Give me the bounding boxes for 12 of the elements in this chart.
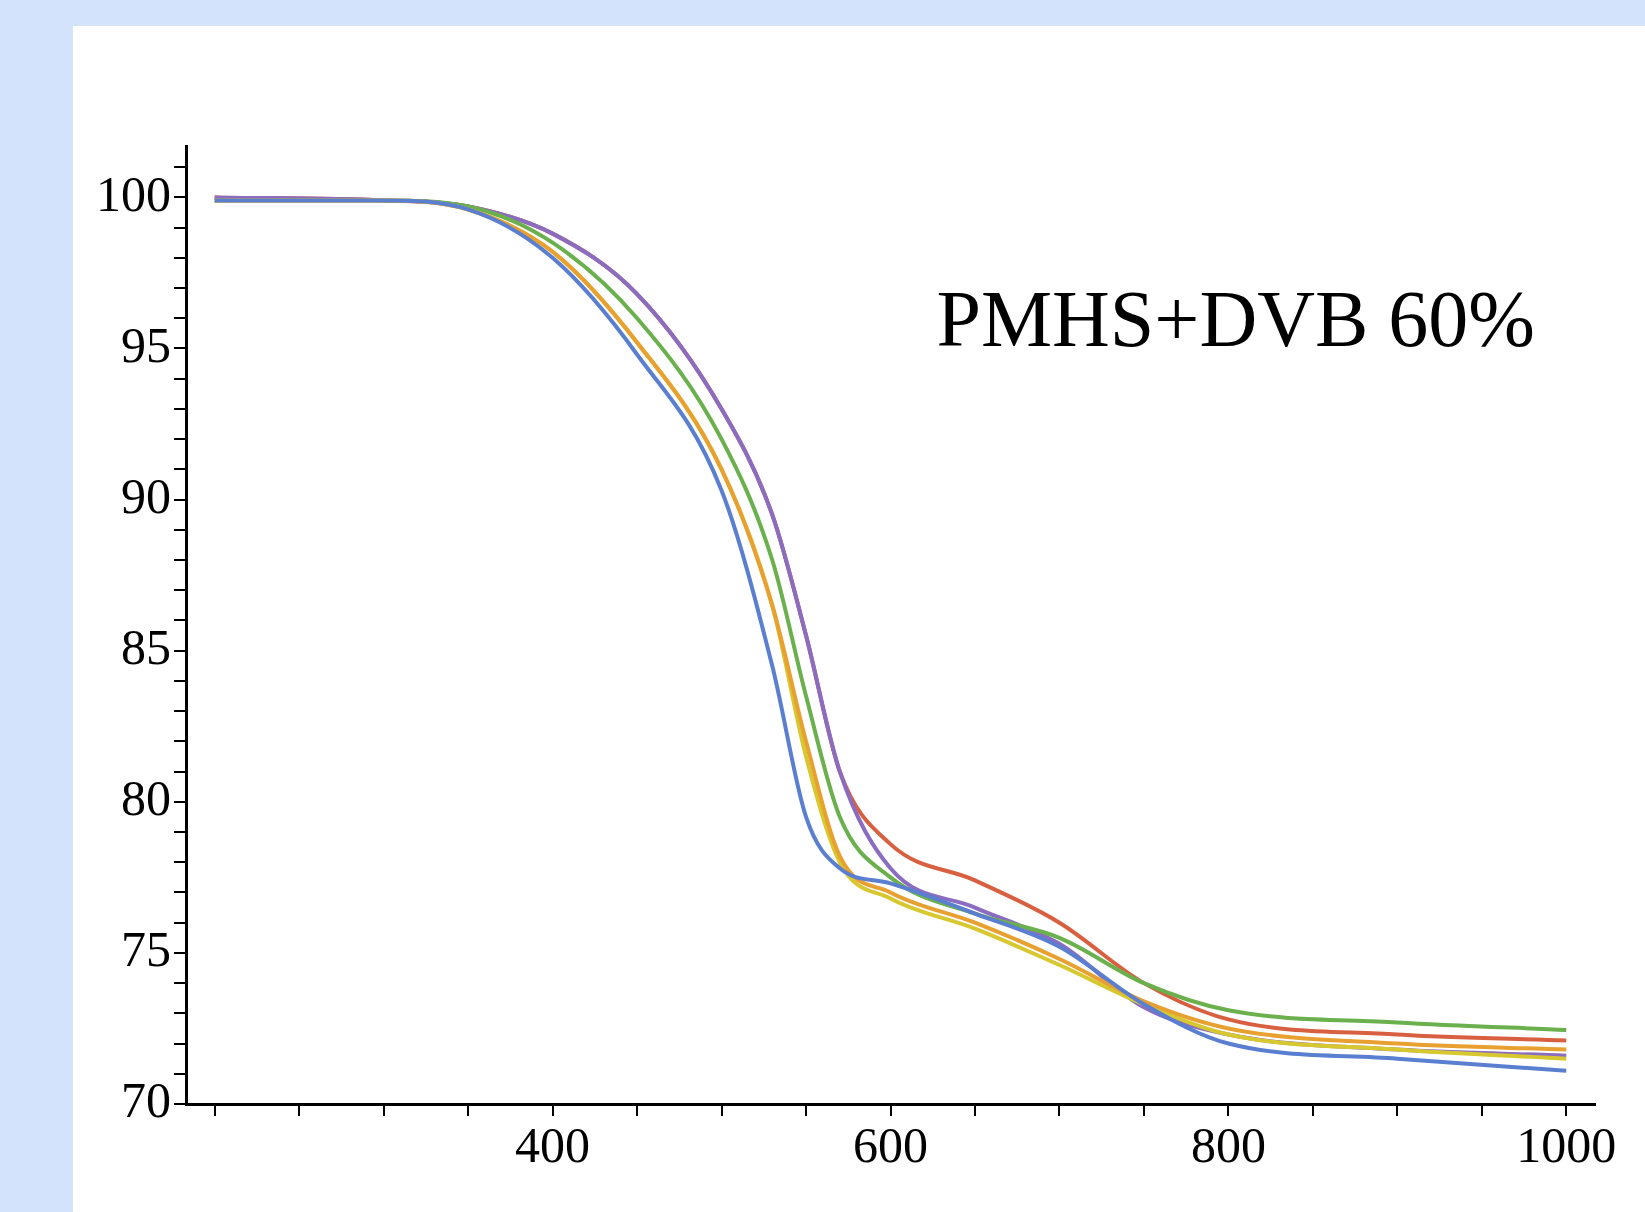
y-tick-label: 100 <box>96 165 171 222</box>
x-tick-label: 800 <box>1190 1117 1266 1174</box>
y-tick-label: 70 <box>121 1072 171 1129</box>
x-tick-label: 600 <box>853 1117 928 1174</box>
annotation: PMHS+DVB 60% <box>936 275 1535 363</box>
y-tick-label: 95 <box>121 316 171 373</box>
y-tick-label: 85 <box>121 618 171 675</box>
x-tick-label: 400 <box>515 1117 591 1174</box>
y-tick-label: 80 <box>121 769 171 826</box>
y-tick-label: 90 <box>121 467 171 524</box>
x-tick-label: 1000 <box>1516 1117 1617 1174</box>
y-tick-label: 75 <box>121 921 171 978</box>
